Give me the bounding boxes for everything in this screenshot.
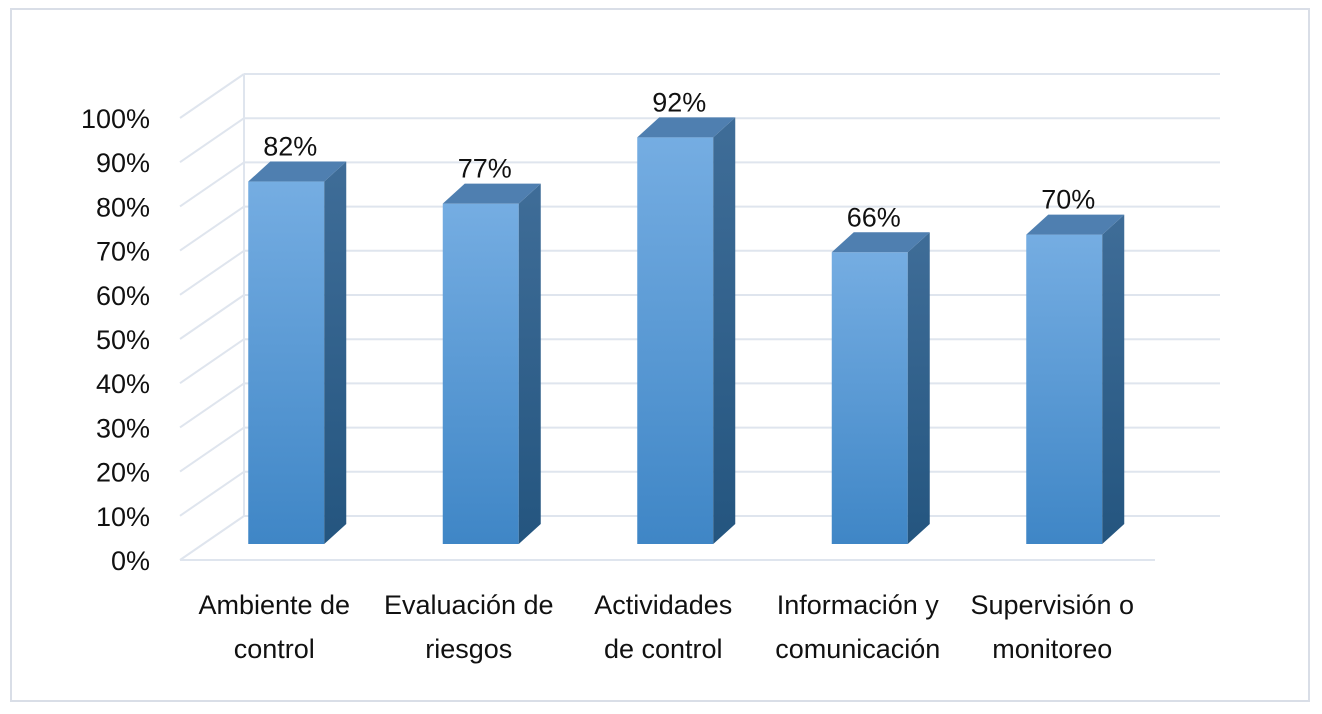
data-label: 77% bbox=[458, 154, 512, 184]
bar-side bbox=[713, 117, 736, 545]
y-tick-label: 10% bbox=[96, 502, 150, 532]
bar-top bbox=[637, 117, 736, 138]
category-label: de control bbox=[604, 634, 723, 664]
bar-side bbox=[907, 232, 930, 544]
data-label: 66% bbox=[847, 202, 901, 232]
bar-top bbox=[831, 232, 930, 253]
y-tick-label: 0% bbox=[111, 546, 150, 576]
bar-front bbox=[637, 137, 714, 545]
y-tick-label: 20% bbox=[96, 458, 150, 488]
gridline-side bbox=[179, 470, 245, 517]
gridline-side bbox=[179, 73, 245, 119]
bar-side bbox=[1102, 214, 1125, 544]
category-label: Ambiente de bbox=[198, 590, 350, 620]
y-tick-label: 100% bbox=[81, 104, 150, 134]
y-tick-label: 30% bbox=[96, 413, 150, 443]
category-label: Actividades bbox=[594, 590, 732, 620]
bar bbox=[637, 117, 736, 545]
gridline-side bbox=[179, 515, 245, 561]
x-axis-labels: Ambiente de control Evaluación de riesgos Ac… bbox=[198, 590, 1134, 664]
y-tick-label: 60% bbox=[96, 281, 150, 311]
y-tick-label: 90% bbox=[96, 148, 150, 178]
gridline-side bbox=[179, 161, 245, 208]
y-tick-label: 50% bbox=[96, 325, 150, 355]
bar bbox=[248, 161, 347, 544]
bar-front bbox=[248, 181, 325, 544]
bars bbox=[248, 117, 1125, 545]
bar-top bbox=[248, 161, 347, 182]
gridline-side bbox=[179, 338, 245, 385]
category-label: Información y bbox=[777, 590, 940, 620]
bar bbox=[442, 183, 541, 544]
category-label: comunicación bbox=[775, 634, 940, 664]
data-label: 92% bbox=[652, 87, 706, 117]
bar bbox=[1026, 214, 1125, 544]
gridline-side bbox=[179, 382, 245, 429]
bar-front bbox=[1026, 234, 1103, 544]
category-label: riesgos bbox=[425, 634, 512, 664]
bar-top bbox=[1026, 214, 1125, 235]
y-tick-label: 80% bbox=[96, 192, 150, 222]
y-tick-label: 70% bbox=[96, 237, 150, 267]
bar-front bbox=[442, 203, 519, 544]
category-label: control bbox=[234, 634, 315, 664]
category-label: monitoreo bbox=[992, 634, 1112, 664]
bar bbox=[831, 232, 930, 544]
bar-top bbox=[442, 183, 541, 204]
y-tick-label: 40% bbox=[96, 369, 150, 399]
bar-side bbox=[324, 161, 347, 544]
data-label: 70% bbox=[1041, 185, 1095, 215]
bar-side bbox=[518, 183, 541, 544]
gridline-side bbox=[179, 249, 245, 296]
bar-front bbox=[831, 252, 908, 544]
gridline-side bbox=[179, 294, 245, 340]
gridline-side bbox=[179, 117, 245, 164]
y-axis-ticks: 0% 10% 20% 30% 40% 50% 60% 70% 80% 90% 100% bbox=[81, 104, 150, 576]
gridline-side bbox=[179, 426, 245, 473]
category-label: Supervisión o bbox=[970, 590, 1134, 620]
data-label: 82% bbox=[263, 132, 317, 162]
category-label: Evaluación de bbox=[384, 590, 554, 620]
data-labels: 82% 77% 92% 66% 70% bbox=[263, 87, 1095, 232]
gridline-side bbox=[179, 205, 245, 252]
